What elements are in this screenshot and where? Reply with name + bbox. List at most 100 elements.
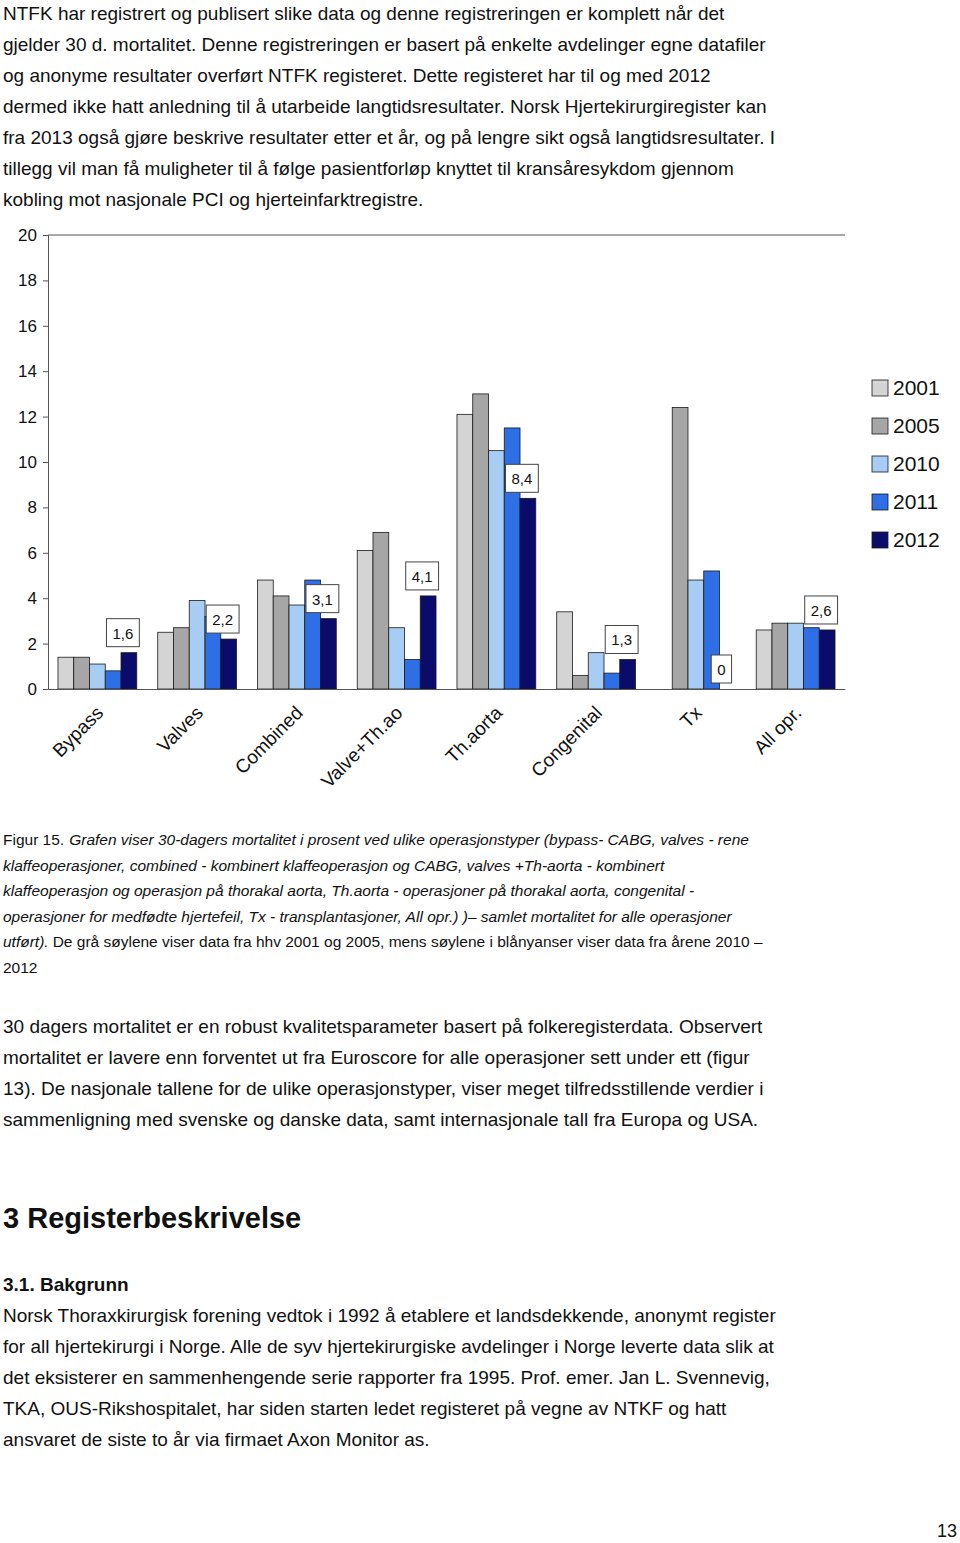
y-tick-mark — [43, 689, 48, 690]
bar — [457, 414, 473, 689]
bar — [557, 612, 573, 689]
x-tick: Th.aorta — [441, 689, 506, 767]
bar — [357, 551, 373, 689]
bar — [688, 580, 704, 689]
text-line: NTFK har registrert og publisert slike d… — [3, 3, 725, 24]
y-tick-label: 14 — [18, 362, 37, 381]
y-tick-mark — [43, 553, 48, 554]
y-tick: 10 — [18, 453, 48, 472]
y-tick: 4 — [28, 589, 48, 608]
legend-swatch — [872, 418, 888, 434]
y-tick-label: 0 — [28, 680, 37, 699]
y-tick: 6 — [28, 544, 48, 563]
y-tick: 0 — [28, 680, 48, 699]
data-label: 1,6 — [106, 619, 139, 647]
data-label: 0 — [711, 655, 731, 683]
y-tick-label: 8 — [28, 498, 37, 517]
page-number: 13 — [937, 1521, 957, 1541]
x-tick: Valve+Th.ao — [317, 689, 407, 792]
data-labels: 1,62,23,14,18,41,302,6 — [106, 464, 837, 683]
bar — [389, 628, 405, 689]
section-paragraph: Norsk Thoraxkirurgisk forening vedtok i … — [3, 1305, 776, 1450]
y-tick-label: 18 — [18, 271, 37, 290]
text-line: fra 2013 også gjøre beskrive resultater … — [3, 127, 775, 148]
bar — [221, 639, 237, 689]
caption-label: Figur 15. — [3, 831, 64, 848]
bar-series — [58, 414, 772, 689]
y-tick-label: 6 — [28, 544, 37, 563]
data-label-text: 0 — [717, 661, 725, 678]
text-line: TKA, OUS-Rikshospitalet, har siden start… — [3, 1398, 727, 1419]
data-label-text: 3,1 — [312, 591, 333, 608]
bar — [772, 623, 788, 689]
x-axis: BypassValvesCombinedValve+Th.aoTh.aortaC… — [48, 689, 845, 792]
y-tick-mark — [43, 326, 48, 327]
y-tick-label: 20 — [18, 226, 37, 245]
bar — [804, 628, 820, 689]
bar — [819, 630, 835, 689]
text-line: for all hjertekirurgi i Norge. Alle de s… — [3, 1336, 775, 1357]
bar — [373, 532, 389, 689]
y-tick-mark — [43, 598, 48, 599]
y-tick-mark — [43, 462, 48, 463]
text-line: dermed ikke hatt anledning til å utarbei… — [3, 96, 767, 117]
bar — [788, 623, 804, 689]
text-line: sammenligning med svenske og danske data… — [3, 1109, 758, 1130]
legend-entry: 2010 — [872, 452, 940, 475]
x-tick: Congenital — [527, 689, 606, 781]
data-label-box — [306, 585, 339, 613]
bar — [89, 664, 105, 689]
text-line: og anonyme resultater overført NTFK regi… — [3, 65, 711, 86]
x-tick-label: Th.aorta — [441, 702, 506, 767]
bar — [189, 600, 205, 689]
bar — [473, 394, 489, 689]
x-axis-line — [49, 689, 846, 690]
bar — [604, 673, 620, 689]
data-label-box — [406, 562, 439, 590]
bar-series — [121, 498, 835, 689]
x-tick-label: Tx — [676, 702, 706, 732]
data-label-text: 1,3 — [611, 631, 632, 648]
y-tick-mark — [43, 280, 48, 281]
legend-label: 2005 — [893, 414, 940, 437]
y-tick-mark — [43, 371, 48, 372]
bar-series — [105, 428, 819, 689]
text-line: ansvaret de siste to år via firmaet Axon… — [3, 1429, 430, 1450]
bar — [672, 408, 688, 689]
bar — [257, 580, 273, 689]
subheading: 3.1. Bakgrunn — [3, 1274, 129, 1295]
caption-line: klaffeoperasjon og operasjon på thorakal… — [3, 882, 694, 899]
text-line: Norsk Thoraxkirurgisk forening vedtok i … — [3, 1305, 776, 1326]
data-label-box — [711, 655, 731, 683]
plot-frame-top — [48, 235, 845, 236]
y-tick-label: 2 — [28, 635, 37, 654]
bar — [420, 596, 436, 689]
text-line: kobling mot nasjonale PCI og hjerteinfar… — [3, 189, 423, 210]
legend-label: 2010 — [893, 452, 940, 475]
caption: Figur 15. Grafen viser 30-dagers mortalit… — [3, 831, 763, 976]
caption-line: Grafen viser 30-dagers mortalitet i pros… — [69, 831, 749, 848]
x-tick-label: Combined — [231, 702, 307, 778]
intro-paragraph: NTFK har registrert og publisert slike d… — [3, 3, 775, 210]
text-line: tillegg vil man få muligheter til å følg… — [3, 158, 734, 179]
y-tick-label: 12 — [18, 408, 37, 427]
bar — [620, 659, 636, 689]
y-tick: 8 — [28, 498, 48, 517]
x-tick: Tx — [676, 689, 706, 732]
text-line: 13). De nasjonale tallene for de ulike o… — [3, 1078, 763, 1099]
legend-entry: 2011 — [872, 490, 938, 513]
bar — [105, 671, 121, 689]
x-tick-label: Bypass — [48, 702, 107, 761]
bar — [720, 689, 736, 690]
x-tick: Combined — [231, 689, 307, 778]
caption-line: 2012 — [3, 959, 37, 976]
y-tick: 16 — [18, 317, 48, 336]
legend-label: 2012 — [893, 528, 940, 551]
caption-line: klaffeoperasjoner, combined - kombinert … — [3, 857, 665, 874]
legend-label: 2011 — [893, 490, 938, 513]
legend-label: 2001 — [893, 376, 940, 399]
bar — [121, 653, 137, 689]
y-tick-mark — [43, 417, 48, 418]
y-tick-mark — [43, 235, 48, 236]
legend-entry: 2001 — [872, 376, 940, 399]
